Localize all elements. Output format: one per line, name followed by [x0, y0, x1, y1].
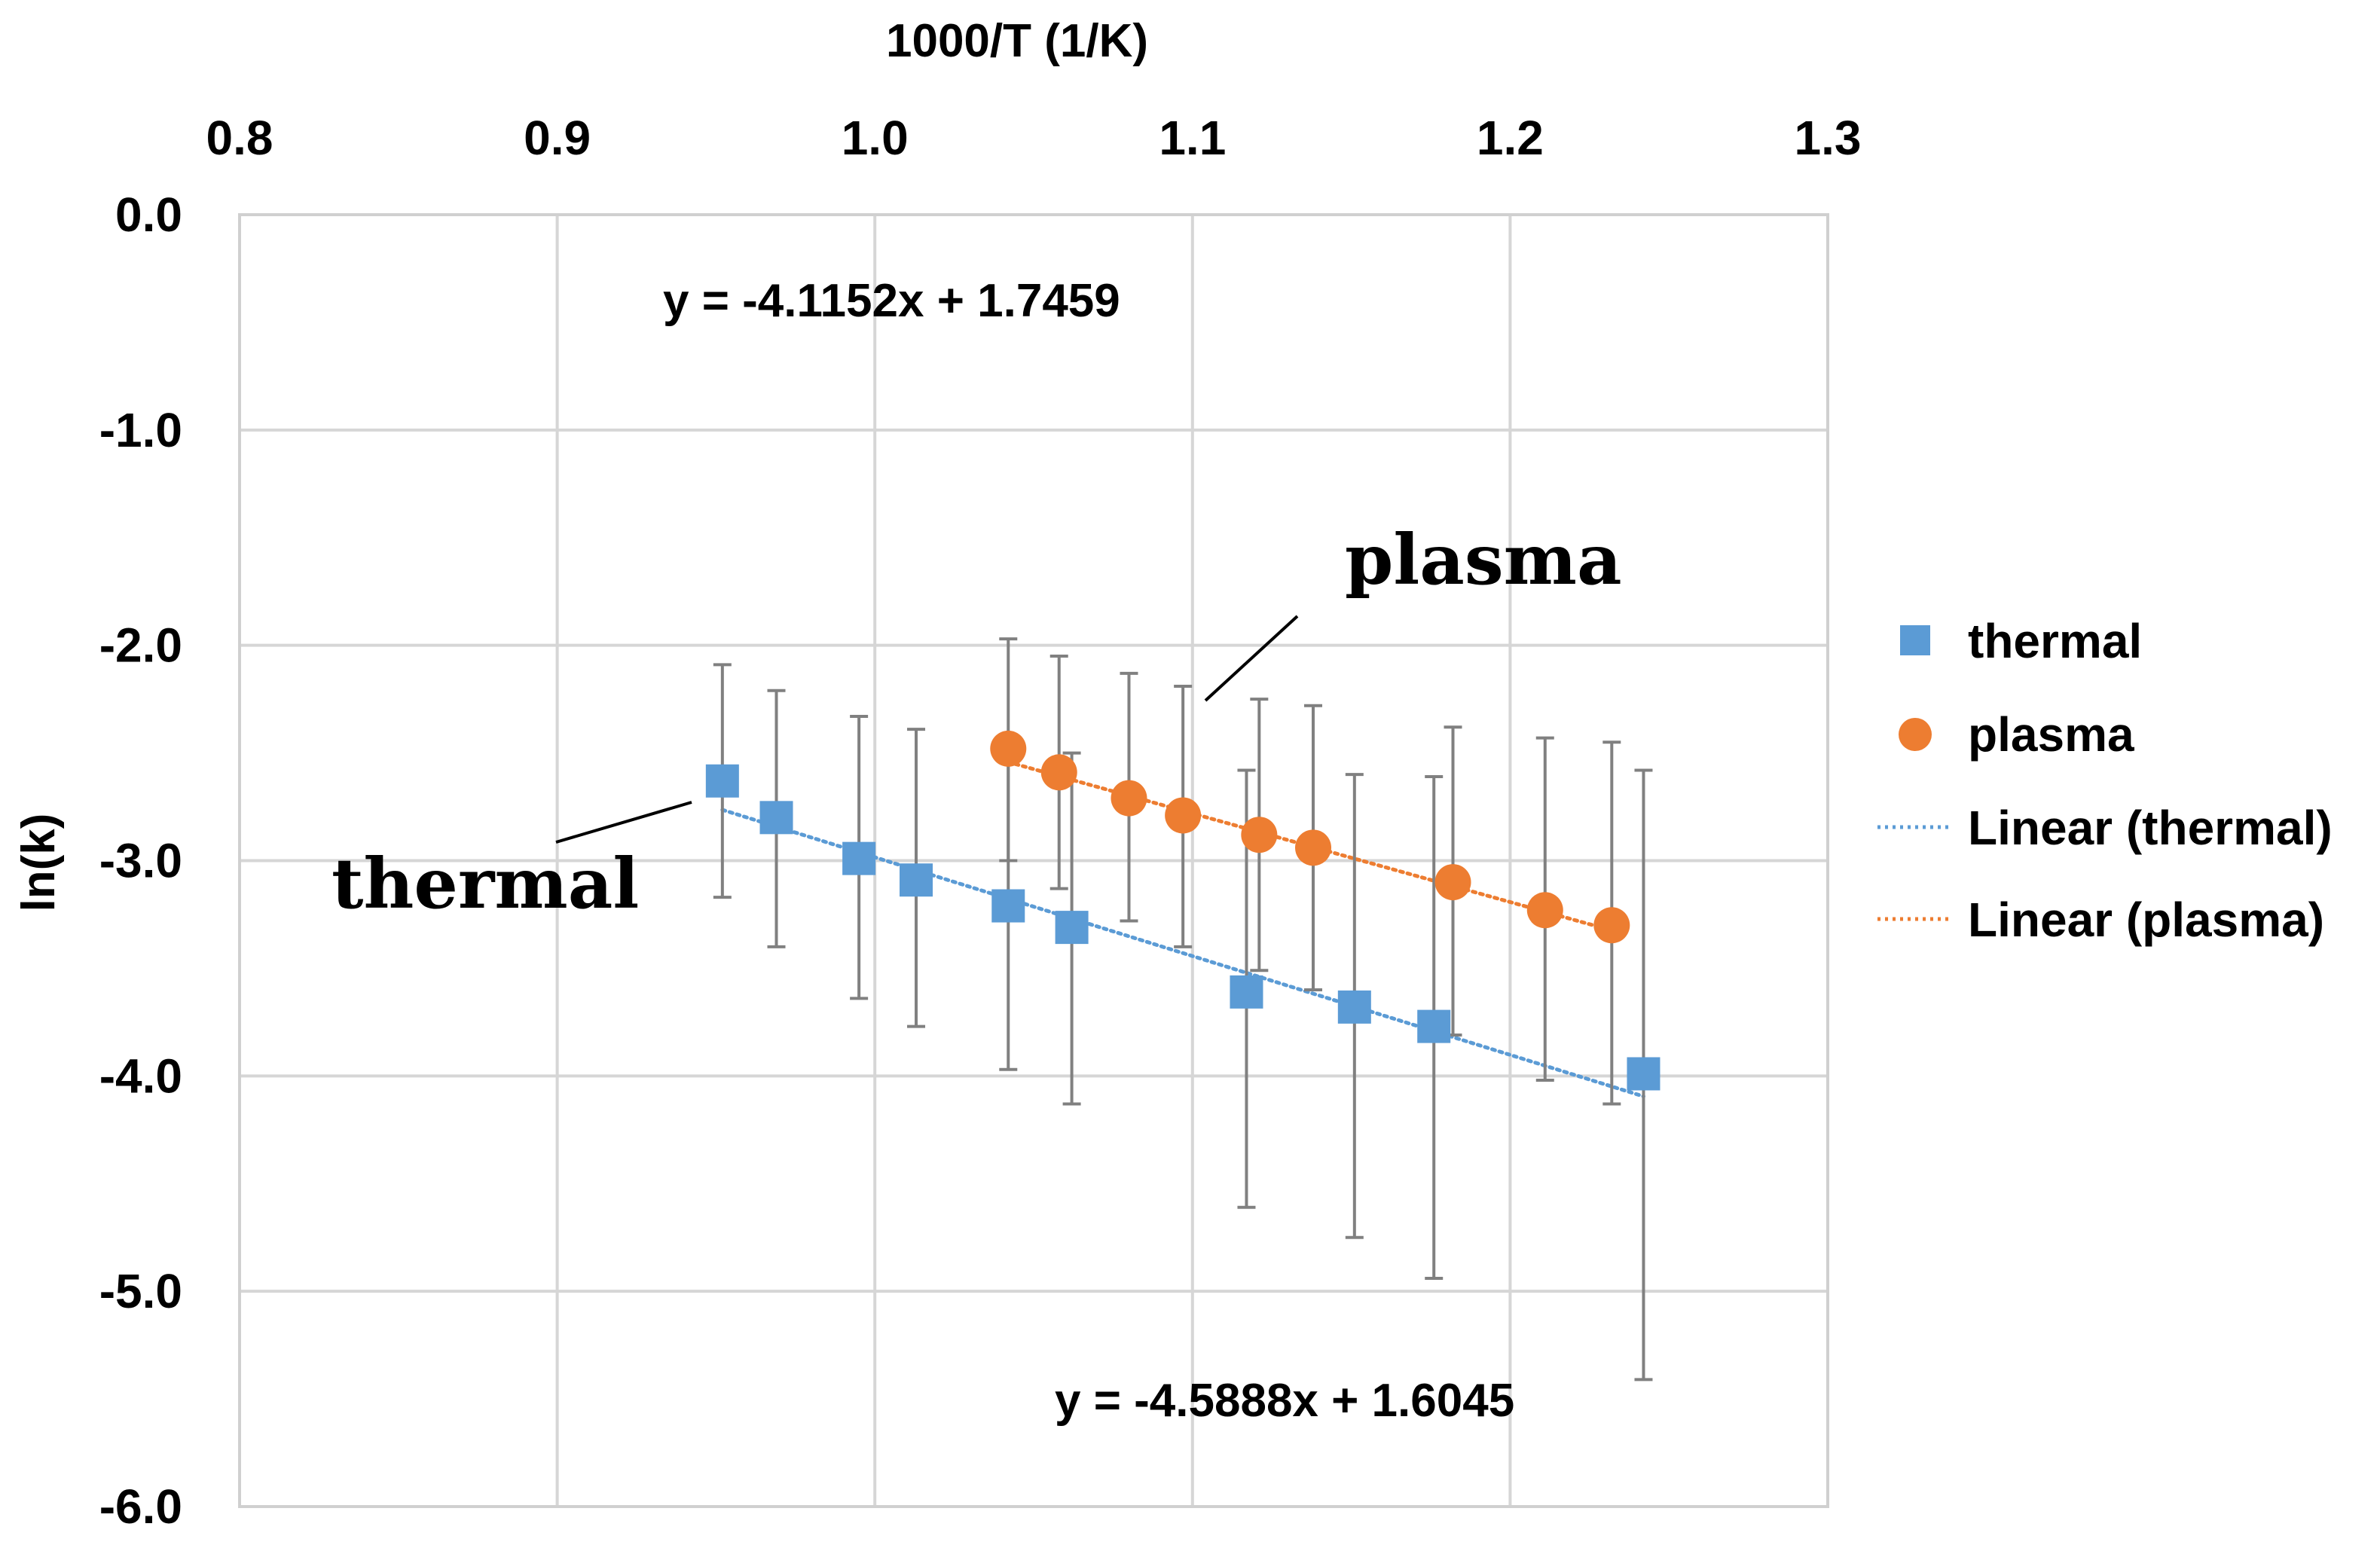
thermal-point-5 [1055, 911, 1089, 945]
plot-area-frame [238, 213, 1829, 1508]
y-axis-title: ln(k) [13, 814, 65, 912]
y-tick-label-6: -6.0 [99, 1479, 182, 1534]
thermal-point-2 [842, 841, 876, 875]
x-tick-label-0: 0.8 [206, 111, 273, 165]
plasma-point-6 [1434, 864, 1471, 901]
legend-linear-thermal-label: Linear (thermal) [1968, 801, 2333, 855]
thermal-point-8 [1417, 1009, 1451, 1043]
y-tick-label-2: -2.0 [99, 618, 182, 673]
thermal-trendline-equation: y = -4.5888x + 1.6045 [1055, 1375, 1514, 1427]
plasma-point-4 [1241, 817, 1278, 853]
x-tick-labels: 0.8 0.9 1.0 1.1 1.2 1.3 [206, 111, 1862, 165]
plasma-callout-label: plasma [1345, 519, 1622, 600]
thermal-callout-label: thermal [331, 843, 639, 924]
plasma-point-1 [1040, 754, 1077, 791]
x-tick-label-3: 1.1 [1159, 111, 1226, 165]
legend-plasma-label: plasma [1968, 707, 2134, 762]
legend-thermal-label: thermal [1968, 614, 2142, 668]
y-tick-label-4: -4.0 [99, 1049, 182, 1103]
y-tick-label-1: -1.0 [99, 403, 182, 457]
thermal-point-1 [759, 801, 793, 835]
plasma-leader-line [1204, 615, 1299, 702]
x-tick-label-5: 1.3 [1795, 111, 1862, 165]
thermal-point-9 [1627, 1057, 1661, 1091]
thermal-point-0 [705, 764, 739, 798]
legend-plasma-swatch [1899, 718, 1932, 751]
plasma-trendline-equation: y = -4.1152x + 1.7459 [663, 275, 1120, 327]
y-tick-label-3: -3.0 [99, 834, 182, 888]
thermal-point-4 [991, 889, 1025, 923]
thermal-point-3 [900, 863, 933, 897]
y-tick-label-0: 0.0 [115, 188, 182, 242]
plasma-point-3 [1165, 797, 1202, 834]
plasma-point-5 [1295, 829, 1332, 866]
thermal-point-6 [1230, 975, 1263, 1009]
x-tick-label-4: 1.2 [1477, 111, 1544, 165]
plasma-point-2 [1111, 780, 1147, 817]
trendline-thermal [720, 808, 1645, 1098]
x-axis-title: 1000/T (1/K) [886, 15, 1148, 67]
plasma-point-8 [1593, 907, 1630, 944]
plasma-point-7 [1526, 892, 1563, 929]
legend: thermal plasma Linear (thermal) Linear (… [1877, 614, 2333, 947]
thermal-leader-line [555, 801, 692, 844]
legend-thermal-swatch [1900, 625, 1930, 655]
y-tick-label-5: -5.0 [99, 1264, 182, 1318]
thermal-point-7 [1337, 990, 1371, 1024]
x-tick-label-2: 1.0 [842, 111, 909, 165]
y-tick-labels: 0.0 -1.0 -2.0 -3.0 -4.0 -5.0 -6.0 [99, 188, 182, 1534]
data-markers [705, 730, 1661, 1091]
x-tick-label-1: 0.9 [524, 111, 591, 165]
plasma-point-0 [990, 730, 1027, 767]
legend-linear-plasma-label: Linear (plasma) [1968, 893, 2324, 947]
